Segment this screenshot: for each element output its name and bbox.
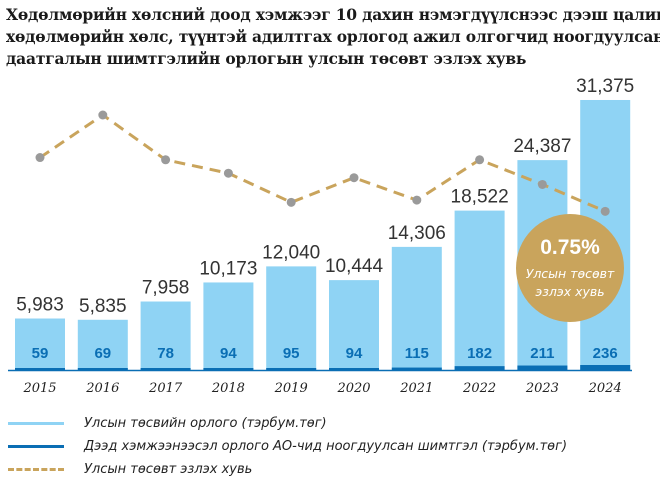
revenue-value-label: 10,173 [199, 258, 257, 279]
revenue-value-label: 12,040 [262, 242, 320, 263]
revenue-bar [266, 266, 317, 370]
revenue-value-label: 18,522 [451, 187, 509, 208]
chart-title: Хөдөлмөрийн хөлсний доод хэмжээг 10 дахи… [6, 4, 660, 70]
contribution-bar [391, 367, 442, 370]
revenue-bar [77, 319, 128, 370]
revenue-bar [203, 282, 254, 370]
contribution-bar [77, 368, 128, 370]
contribution-bar [203, 368, 254, 370]
revenue-value-label: 5,983 [16, 295, 64, 316]
share-point [349, 173, 359, 183]
share-annotation-badge [516, 214, 624, 322]
contribution-bar [329, 368, 379, 370]
share-point [475, 155, 485, 165]
contribution-value-label: 78 [157, 345, 174, 362]
revenue-value-label: 5,835 [79, 296, 127, 317]
annotation-text: Улсын төсөвт [526, 266, 615, 281]
share-point [35, 153, 45, 163]
share-point [286, 197, 296, 207]
annotation-value: 0.75% [540, 236, 600, 259]
revenue-bar [140, 301, 191, 370]
contribution-value-label: 59 [32, 345, 49, 362]
share-line [39, 113, 606, 213]
revenue-bar [391, 246, 442, 370]
revenue-value-label: 24,387 [513, 136, 571, 157]
contribution-bar [454, 366, 505, 370]
x-tick-label: 2018 [211, 381, 245, 396]
share-point [412, 195, 422, 205]
contribution-bar [266, 367, 317, 370]
legend-label: Дээд хэмжээнээсэл орлого АО-чид ноогдуул… [84, 438, 568, 454]
annotation-text: эзлэх хувь [535, 284, 604, 299]
contribution-bar [15, 368, 65, 370]
share-point [537, 179, 547, 189]
legend-label: Улсын төсөвт эзлэх хувь [84, 461, 253, 477]
x-tick-label: 2024 [588, 381, 622, 396]
x-tick-label: 2020 [336, 381, 370, 396]
share-point [223, 168, 233, 178]
chart-title-line: хөдөлмөрийн хөлс, түүнтэй адилтгах орлог… [6, 27, 660, 46]
share-point [98, 110, 108, 120]
revenue-value-label: 7,958 [142, 278, 190, 299]
x-tick-label: 2017 [148, 381, 183, 396]
revenue-value-label: 10,444 [325, 256, 384, 277]
x-tick-label: 2019 [274, 381, 308, 396]
revenue-value-label: 14,306 [388, 223, 446, 244]
legend-label: Улсын төсвийн орлого (тэрбум.төг) [84, 415, 327, 431]
legend-swatch-light [8, 421, 64, 425]
legend-swatch-dark [8, 444, 64, 448]
contribution-value-label: 115 [405, 345, 429, 362]
x-tick-label: 2021 [399, 381, 433, 396]
legend-item-budget-revenue: Улсын төсвийн орлого (тэрбум.төг) [8, 412, 648, 434]
contribution-value-label: 211 [530, 345, 554, 362]
x-tick-label: 2022 [462, 381, 496, 396]
contribution-value-label: 94 [346, 345, 363, 362]
chart-title-line: Хөдөлмөрийн хөлсний доод хэмжээг 10 дахи… [6, 5, 660, 24]
revenue-bar [454, 210, 505, 370]
legend-item-share: Улсын төсөвт эзлэх хувь [8, 458, 648, 480]
contribution-value-label: 236 [593, 345, 618, 362]
share-point [161, 155, 171, 165]
chart-title-line: даатгалын шимтгэлийн орлогын улсын төсөв… [6, 49, 527, 68]
revenue-bar [329, 280, 379, 370]
contribution-value-label: 95 [283, 345, 300, 362]
contribution-value-label: 94 [220, 345, 237, 362]
contribution-value-label: 182 [467, 345, 492, 362]
x-tick-label: 2016 [85, 381, 119, 396]
legend-swatch-dash [8, 467, 64, 471]
revenue-value-label: 31,375 [576, 76, 634, 97]
legend-item-contribution: Дээд хэмжээнээсэл орлого АО-чид ноогдуул… [8, 435, 648, 457]
contribution-bar [517, 365, 568, 370]
x-tick-label: 2015 [22, 381, 56, 396]
bar-line-chart: 5,983 59 2015 5,835 69 2016 7,958 78 2017 10,173 9… [8, 76, 634, 396]
revenue-bar [15, 318, 65, 370]
share-point [600, 206, 610, 216]
contribution-bar [580, 365, 631, 370]
x-tick-label: 2023 [525, 381, 559, 396]
contribution-value-label: 69 [94, 345, 111, 362]
contribution-bar [140, 368, 191, 370]
